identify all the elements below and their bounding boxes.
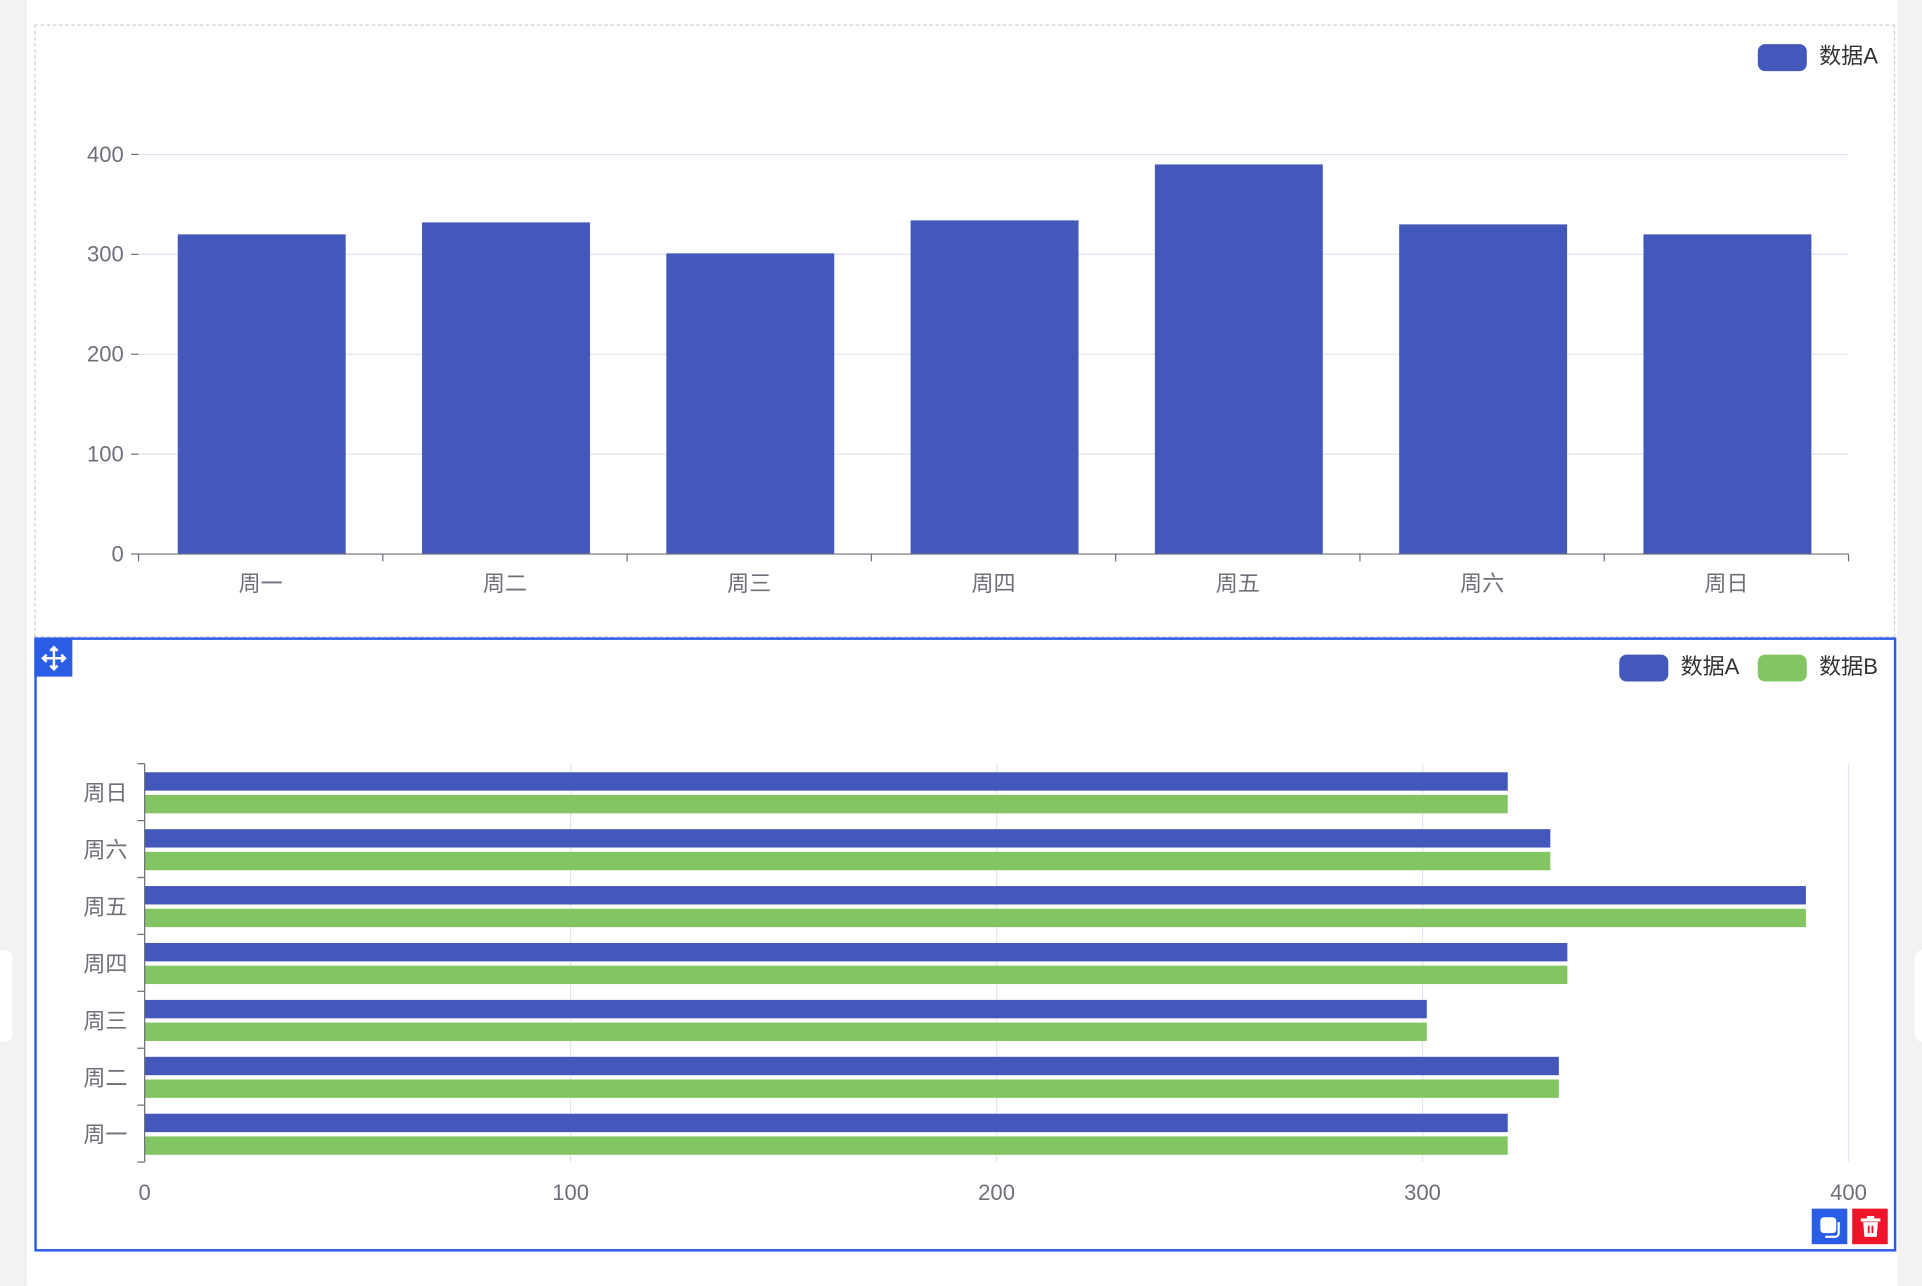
bar-周六 <box>1399 224 1568 555</box>
x-tick-label: 300 <box>1404 1180 1441 1205</box>
y-tick-label: 周二 <box>83 1065 127 1090</box>
y-tick-label: 周五 <box>83 895 127 920</box>
legend-swatch-0 <box>1757 44 1807 72</box>
x-tick-label: 100 <box>552 1180 589 1205</box>
x-tick-label: 周一 <box>239 571 283 596</box>
bar-a-周一 <box>144 1113 1508 1133</box>
copy-button[interactable] <box>1811 1208 1848 1245</box>
bar-a-周三 <box>144 999 1427 1019</box>
x-tick-label: 周六 <box>1460 571 1504 596</box>
legend-label: 数据B <box>1819 654 1878 679</box>
chart-widget-horizontal-bar-selected[interactable] <box>34 637 1897 1252</box>
bar-b-周一 <box>144 1136 1508 1155</box>
y-tick-label: 0 <box>112 541 124 566</box>
bar-a-周六 <box>144 829 1551 848</box>
bar-周三 <box>666 253 835 555</box>
delete-button[interactable] <box>1852 1208 1888 1245</box>
legend-swatch-0 <box>1619 654 1669 682</box>
bar-b-周五 <box>144 908 1806 928</box>
y-tick-label: 周六 <box>83 838 127 863</box>
copy-icon <box>1819 1216 1840 1238</box>
vertical-bar-chart: 0 100 200 300 400 周一 周二 周三 周四 周五 周六 周日 数据A <box>87 44 1878 596</box>
y-tick-label: 周三 <box>83 1008 127 1033</box>
bar-b-周六 <box>144 851 1551 871</box>
right-panel-toggle[interactable] <box>1914 949 1922 1042</box>
bar-周五 <box>1154 164 1323 555</box>
y-tick-label: 200 <box>87 342 124 367</box>
x-tick-label: 400 <box>1830 1180 1867 1205</box>
x-tick-label: 周日 <box>1704 571 1748 596</box>
x-tick-label: 周三 <box>727 571 771 596</box>
bar-a-周日 <box>144 772 1508 791</box>
bar-a-周四 <box>144 942 1568 962</box>
bar-b-周四 <box>144 965 1568 985</box>
y-tick-label: 300 <box>87 242 124 267</box>
bar-a-周五 <box>144 886 1806 905</box>
bar-b-周二 <box>144 1079 1559 1098</box>
bar-a-周二 <box>144 1056 1559 1076</box>
y-tick-label: 周四 <box>83 951 127 976</box>
y-tick-label: 400 <box>87 142 124 167</box>
x-tick-label: 周五 <box>1216 571 1260 596</box>
legend-label: 数据A <box>1681 654 1740 679</box>
left-panel-toggle[interactable] <box>0 949 13 1042</box>
legend-label: 数据A <box>1819 44 1878 69</box>
y-tick-label: 周一 <box>83 1122 127 1147</box>
bar-周日 <box>1643 234 1812 555</box>
legend-swatch-1 <box>1757 654 1807 682</box>
move-icon <box>40 644 67 671</box>
move-handle[interactable] <box>34 638 73 677</box>
x-tick-label: 周二 <box>483 571 527 596</box>
y-tick-label: 周日 <box>83 781 127 806</box>
trash-icon <box>1860 1215 1880 1237</box>
bar-周四 <box>910 220 1079 555</box>
bar-b-周三 <box>144 1022 1427 1041</box>
bar-周一 <box>177 234 346 555</box>
x-tick-label: 200 <box>978 1180 1015 1205</box>
x-tick-label: 0 <box>139 1180 151 1205</box>
chart-widget-vertical-bar[interactable] <box>34 24 1896 638</box>
bar-b-周日 <box>144 794 1508 814</box>
y-tick-label: 100 <box>87 442 124 467</box>
x-tick-label: 周四 <box>971 571 1015 596</box>
bar-周二 <box>422 222 590 555</box>
